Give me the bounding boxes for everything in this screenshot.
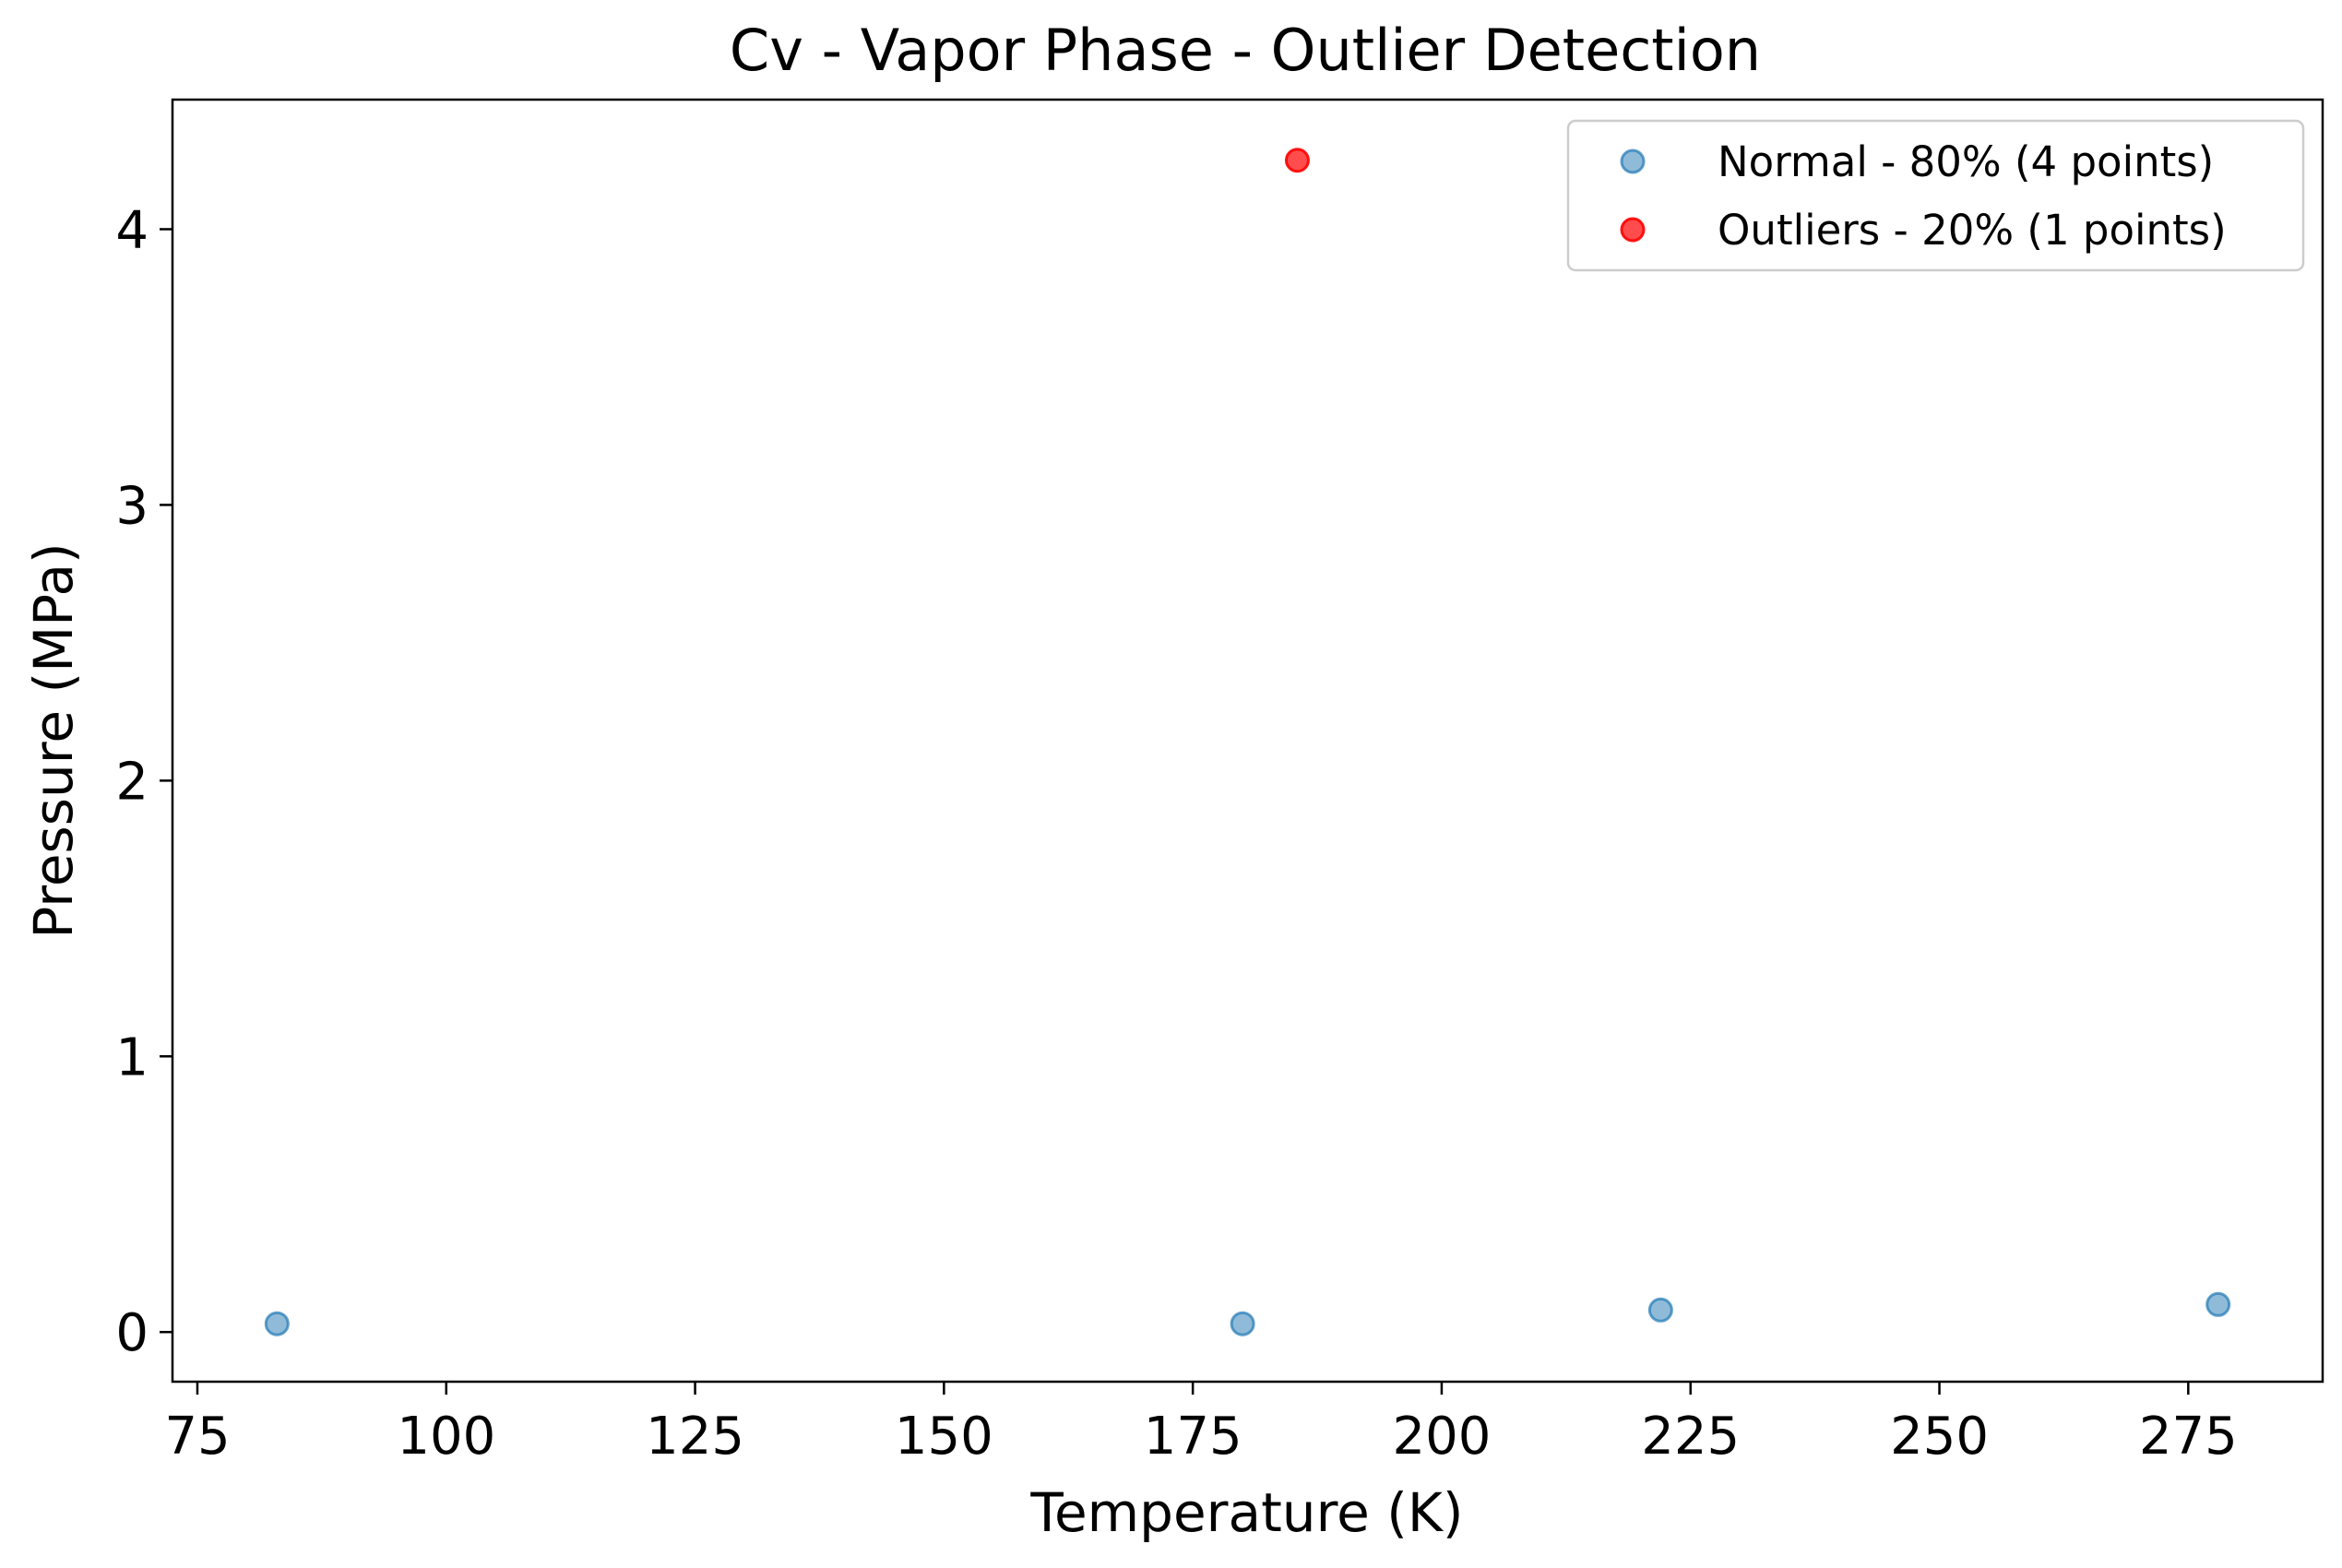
legend-marker-outliers xyxy=(1620,217,1646,243)
normal-data-point xyxy=(2205,1291,2231,1317)
legend-label-normal: Normal - 80% (4 points) xyxy=(1718,137,2214,186)
data-points xyxy=(264,148,2231,1336)
outlier-data-point xyxy=(1284,148,1310,173)
x-tick-label: 150 xyxy=(895,1407,993,1467)
x-axis-ticks: 75 100 125 150 175 200 225 250 275 xyxy=(164,1382,2238,1467)
x-tick-label: 125 xyxy=(646,1407,744,1467)
y-tick-label: 1 xyxy=(115,1028,149,1087)
x-axis-label: Temperature (K) xyxy=(1029,1481,1463,1544)
x-tick-label: 175 xyxy=(1144,1407,1242,1467)
x-tick-label: 75 xyxy=(164,1407,230,1467)
plot-area-frame xyxy=(171,98,2324,1384)
x-tick-label: 250 xyxy=(1890,1407,1989,1467)
legend-label-outliers: Outliers - 20% (1 points) xyxy=(1718,206,2227,255)
y-tick-label: 4 xyxy=(115,200,149,260)
normal-data-point xyxy=(1647,1297,1673,1323)
legend-marker-normal xyxy=(1620,148,1646,174)
y-tick-label: 3 xyxy=(115,476,149,536)
x-tick-label: 200 xyxy=(1392,1407,1491,1467)
y-tick-label: 2 xyxy=(115,752,149,812)
y-axis-ticks: 0 1 2 3 4 xyxy=(115,200,172,1363)
normal-data-point xyxy=(264,1311,290,1336)
normal-data-point xyxy=(1230,1311,1255,1336)
x-tick-label: 100 xyxy=(397,1407,495,1467)
legend: Normal - 80% (4 points) Outliers - 20% (… xyxy=(1566,119,2305,272)
chart-title: Cv - Vapor Phase - Outlier Detection xyxy=(730,17,1761,84)
x-tick-label: 225 xyxy=(1641,1407,1740,1467)
x-tick-label: 275 xyxy=(2139,1407,2238,1467)
legend-box xyxy=(1566,119,2305,272)
y-tick-label: 0 xyxy=(115,1303,149,1363)
y-axis-label: Pressure (MPa) xyxy=(22,542,85,938)
